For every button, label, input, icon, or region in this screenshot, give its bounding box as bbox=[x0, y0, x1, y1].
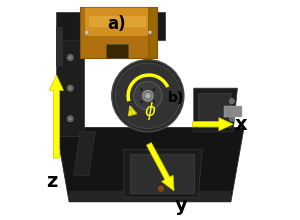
Circle shape bbox=[158, 186, 164, 192]
Circle shape bbox=[69, 56, 72, 59]
Circle shape bbox=[148, 31, 152, 34]
Polygon shape bbox=[148, 7, 157, 58]
Polygon shape bbox=[224, 106, 242, 117]
Circle shape bbox=[67, 55, 73, 61]
Polygon shape bbox=[56, 27, 84, 136]
Circle shape bbox=[112, 60, 184, 132]
Polygon shape bbox=[56, 12, 165, 40]
Text: y: y bbox=[174, 196, 187, 214]
Circle shape bbox=[145, 93, 150, 98]
Text: x: x bbox=[235, 115, 248, 134]
Polygon shape bbox=[130, 154, 194, 193]
Text: a): a) bbox=[107, 15, 125, 33]
Circle shape bbox=[69, 117, 72, 120]
Circle shape bbox=[142, 90, 153, 101]
FancyArrow shape bbox=[193, 118, 233, 131]
Polygon shape bbox=[89, 16, 146, 27]
Circle shape bbox=[152, 88, 156, 92]
Polygon shape bbox=[56, 27, 63, 66]
Polygon shape bbox=[194, 88, 237, 132]
Polygon shape bbox=[74, 132, 95, 176]
Text: $\phi$: $\phi$ bbox=[144, 100, 157, 122]
Polygon shape bbox=[198, 93, 231, 127]
FancyArrow shape bbox=[146, 143, 174, 191]
Polygon shape bbox=[106, 44, 128, 58]
Circle shape bbox=[67, 85, 73, 91]
Circle shape bbox=[152, 100, 156, 104]
Circle shape bbox=[140, 88, 144, 92]
Polygon shape bbox=[80, 7, 157, 58]
Circle shape bbox=[230, 116, 235, 121]
Text: b): b) bbox=[168, 91, 184, 105]
Polygon shape bbox=[124, 149, 202, 197]
Circle shape bbox=[115, 63, 181, 128]
FancyArrow shape bbox=[49, 75, 64, 158]
FancyArrow shape bbox=[128, 106, 136, 116]
Text: z: z bbox=[46, 172, 58, 191]
Circle shape bbox=[134, 82, 162, 110]
Circle shape bbox=[230, 99, 235, 104]
Circle shape bbox=[69, 87, 72, 90]
Polygon shape bbox=[84, 7, 154, 36]
Polygon shape bbox=[56, 127, 244, 202]
Circle shape bbox=[67, 116, 73, 122]
Circle shape bbox=[140, 100, 144, 104]
Circle shape bbox=[85, 31, 88, 34]
Polygon shape bbox=[69, 191, 231, 202]
